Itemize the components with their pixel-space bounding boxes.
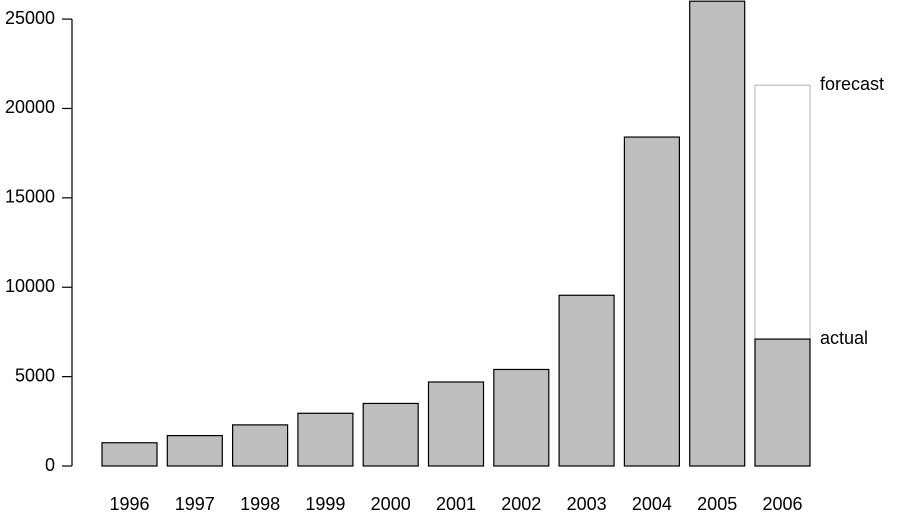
x-tick-label: 1997 [175, 494, 215, 512]
bar [427, 381, 485, 467]
bar [558, 294, 615, 467]
x-tick-label: 1998 [240, 494, 280, 512]
bar [101, 442, 158, 467]
bar [623, 136, 681, 467]
y-tick-label: 15000 [5, 187, 55, 207]
bar [689, 0, 746, 467]
bar [166, 435, 223, 467]
bar [232, 424, 289, 467]
x-tick-label: 2005 [697, 494, 737, 512]
bar [493, 368, 550, 467]
x-tick-label: 2004 [632, 494, 672, 512]
series-label: actual [820, 328, 868, 348]
x-tick-label: 1996 [109, 494, 149, 512]
x-tick-label: 2001 [436, 494, 476, 512]
x-tick-label: 1999 [305, 494, 345, 512]
bar [754, 338, 811, 467]
y-tick-label: 20000 [5, 97, 55, 117]
y-tick-label: 5000 [15, 365, 55, 385]
x-tick-label: 2000 [371, 494, 411, 512]
y-tick-label: 10000 [5, 276, 55, 296]
bar [297, 412, 354, 467]
x-tick-label: 2003 [567, 494, 607, 512]
bar [362, 402, 419, 467]
y-tick-label: 0 [45, 455, 55, 475]
y-tick-label: 25000 [5, 8, 55, 28]
x-tick-label: 2002 [501, 494, 541, 512]
x-tick-label: 2006 [762, 494, 802, 512]
series-label: forecast [820, 74, 884, 94]
